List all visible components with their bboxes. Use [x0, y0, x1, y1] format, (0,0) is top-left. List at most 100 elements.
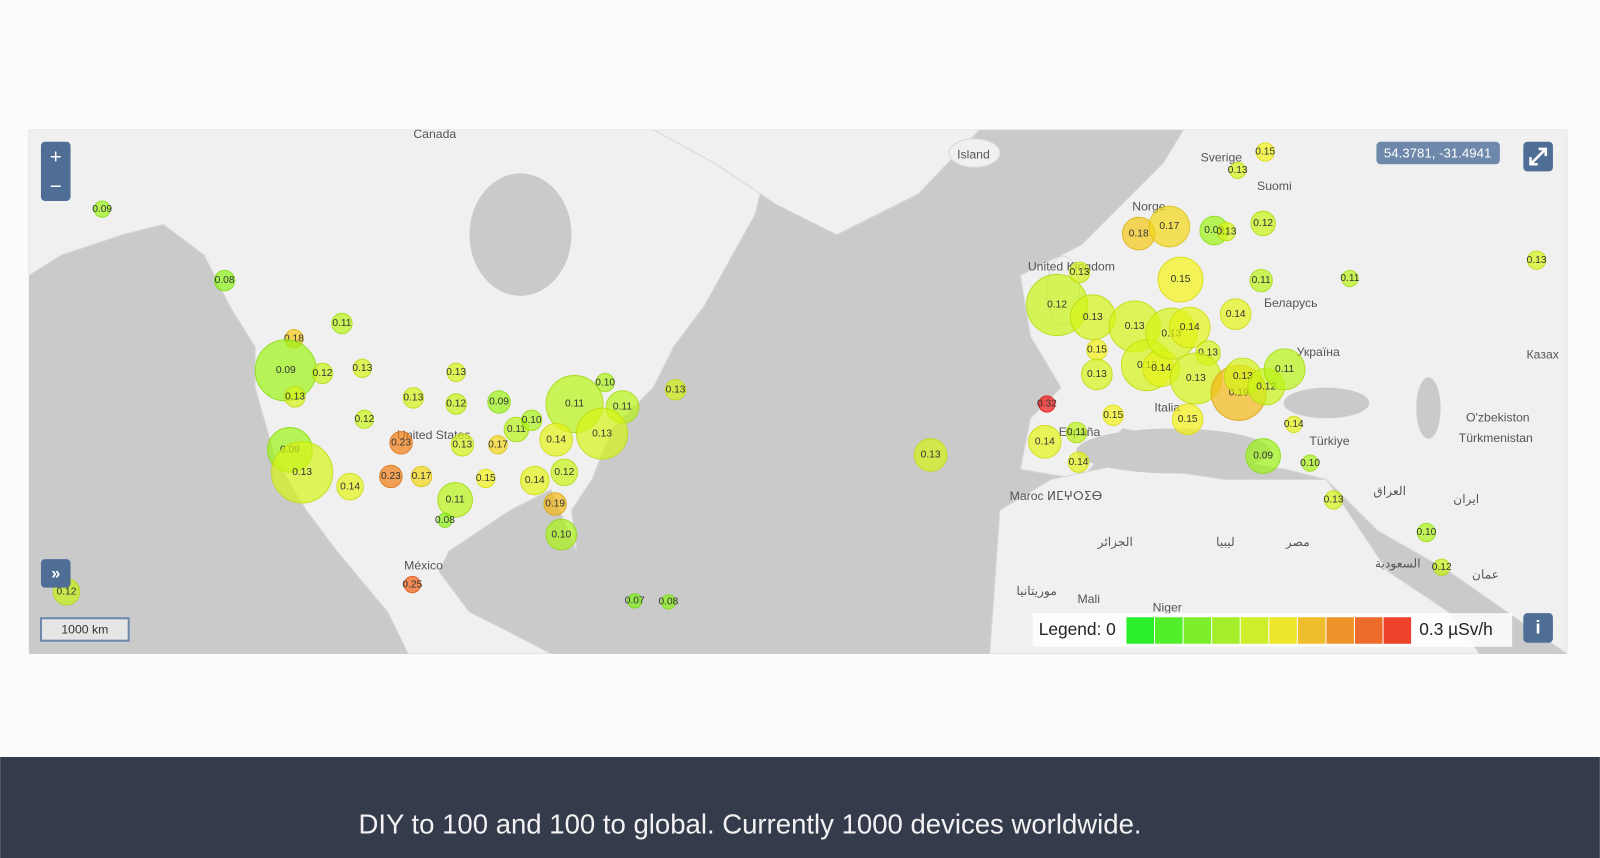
reading-bubble — [1219, 298, 1252, 331]
reading-label: 0.12 — [354, 414, 374, 425]
reading-label: 0.14 — [546, 434, 566, 445]
reading-bubble — [1081, 358, 1113, 391]
reading-label: 0.14 — [1035, 436, 1055, 447]
reading-label: 0.14 — [1180, 322, 1200, 333]
reading-label: 0.19 — [545, 499, 565, 510]
place-label: O'zbekiston — [1466, 411, 1530, 425]
place-label: Türkmenistan — [1459, 431, 1533, 445]
reading-label: 0.13 — [1217, 226, 1237, 237]
reading-bubble — [487, 390, 511, 414]
reading-bubble — [311, 362, 334, 385]
reading-label: 0.13 — [1233, 371, 1253, 382]
reading-label: 0.10 — [522, 415, 542, 426]
reading-bubble — [1416, 522, 1437, 543]
reading-label: 0.09 — [92, 204, 112, 215]
reading-label: 0.13 — [1186, 373, 1206, 384]
reading-label: 0.12 — [313, 368, 333, 379]
reading-bubble — [1157, 256, 1204, 303]
reading-bubble — [1341, 269, 1359, 288]
reading-label: 0.14 — [1151, 363, 1171, 374]
place-label: Беларусь — [1264, 296, 1318, 310]
reading-bubble — [595, 372, 615, 393]
expand-button[interactable]: » — [51, 565, 60, 583]
place-label: Italia — [1154, 400, 1180, 414]
legend-swatch — [1126, 617, 1155, 644]
reading-bubble — [284, 386, 306, 408]
reading-label: 0.15 — [1171, 274, 1191, 285]
legend-swatch — [1269, 617, 1297, 644]
reading-bubble — [402, 387, 425, 409]
zoom-out[interactable]: − — [50, 176, 62, 198]
reading-bubble — [550, 458, 579, 487]
reading-label: 0.23 — [381, 471, 401, 482]
reading-bubble — [520, 409, 543, 432]
reading-label: 0.13 — [1087, 369, 1107, 380]
reading-label: 0.14 — [1069, 457, 1089, 468]
reading-bubble — [1028, 424, 1062, 459]
fullscreen-button[interactable] — [1523, 141, 1553, 172]
reading-bubble — [389, 431, 413, 455]
place-label: السعودية — [1375, 556, 1421, 570]
place-label: ایران — [1453, 492, 1479, 506]
place-label: موريتانيا — [1016, 584, 1056, 598]
reading-bubble — [476, 468, 496, 489]
inland-water — [449, 173, 1441, 602]
reading-label: 0.15 — [476, 473, 496, 484]
info-button[interactable]: i — [1536, 616, 1541, 637]
reading-label: 0.10 — [1416, 527, 1436, 538]
reading-label: 0.14 — [1226, 309, 1246, 320]
reading-bubble — [1067, 451, 1090, 473]
place-label: ليبيا — [1216, 535, 1235, 549]
reading-label: 0.13 — [446, 367, 466, 378]
place-label: مصر — [1285, 535, 1310, 549]
legend-max-label: 0.3 µSv/h — [1419, 619, 1493, 639]
reading-label: 0.09 — [489, 397, 509, 408]
reading-bubble — [1249, 268, 1273, 293]
coordinates: 54.3781, -31.4941 — [1384, 146, 1492, 161]
reading-bubble — [1168, 306, 1211, 349]
legend-swatch — [1326, 617, 1354, 644]
reading-label: 0.13 — [1527, 255, 1547, 266]
reading-bubble — [576, 407, 629, 460]
reading-bubble — [1245, 438, 1282, 474]
expand-bg — [40, 559, 71, 588]
reading-label: 0.17 — [412, 471, 432, 482]
reading-bubble — [1038, 395, 1056, 413]
reading-label: 0.07 — [625, 596, 645, 607]
reading-label: 0.13 — [1228, 165, 1248, 176]
readings: 0.090.080.110.180.09 0.120.130.13 0.130.13… — [52, 142, 1547, 610]
reading-label: 0.12 — [1047, 300, 1067, 311]
reading-bubble — [543, 492, 567, 516]
reading-label: 0.11 — [507, 424, 526, 435]
coordinates-bg — [1376, 141, 1500, 165]
reading-bubble — [445, 393, 467, 415]
reading-bubble — [1216, 221, 1237, 242]
place-label: Sverige — [1201, 150, 1243, 164]
reading-label: 0.12 — [57, 586, 77, 597]
reading-bubble — [93, 200, 111, 218]
info-bg — [1523, 613, 1553, 643]
place-label: Türkiye — [1309, 434, 1349, 448]
reading-label: 0.13 — [921, 450, 941, 461]
reading-bubble — [336, 472, 364, 501]
reading-label: 0.14 — [1284, 419, 1304, 430]
reading-label: 0.15 — [1087, 345, 1107, 356]
reading-label: 0.17 — [1159, 221, 1179, 232]
reading-bubble — [437, 512, 453, 528]
place-label: Niger — [1153, 600, 1182, 614]
place-label: العراق — [1373, 484, 1406, 498]
reading-bubble — [1102, 404, 1124, 426]
reading-bubble — [1148, 205, 1191, 248]
scale-label: 1000 km — [61, 623, 108, 637]
reading-bubble — [1301, 454, 1319, 472]
reading-label: 0.13 — [403, 393, 423, 404]
place-label: Suomi — [1257, 179, 1292, 193]
reading-bubble — [519, 465, 550, 496]
reading-bubble — [913, 438, 948, 472]
reading-label: 0.13 — [592, 428, 612, 439]
place-label: Україна — [1297, 345, 1340, 359]
zoom-in[interactable]: + — [50, 147, 62, 169]
reading-bubble — [545, 518, 578, 551]
zoom-control: + − — [40, 141, 71, 201]
